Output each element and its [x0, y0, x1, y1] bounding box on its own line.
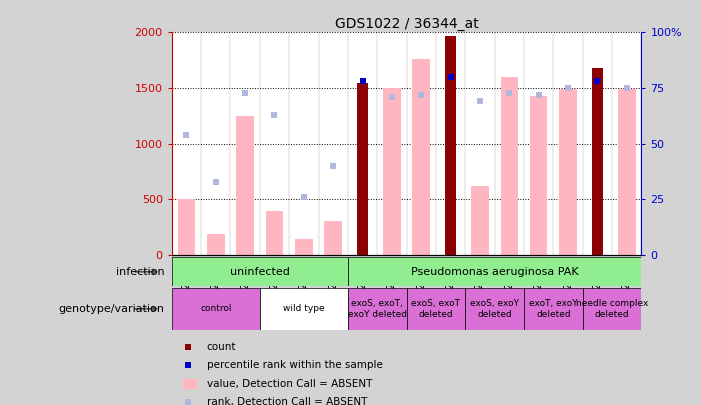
Text: genotype/variation: genotype/variation	[59, 304, 165, 314]
Text: exoT, exoY
deleted: exoT, exoY deleted	[529, 299, 578, 318]
Bar	[524, 288, 583, 330]
Text: count: count	[207, 342, 236, 352]
Bar	[236, 116, 254, 255]
Bar	[207, 234, 224, 255]
Bar	[348, 288, 407, 330]
Text: infection: infection	[116, 267, 165, 277]
Bar	[358, 83, 368, 255]
Text: uninfected: uninfected	[230, 267, 290, 277]
Bar	[530, 96, 547, 255]
Bar	[592, 68, 603, 255]
Title: GDS1022 / 36344_at: GDS1022 / 36344_at	[334, 17, 479, 31]
Bar	[471, 186, 489, 255]
Text: needle complex
deleted: needle complex deleted	[576, 299, 648, 318]
Text: wild type: wild type	[283, 304, 325, 313]
Bar	[177, 200, 195, 255]
Bar	[172, 257, 348, 286]
Text: exoS, exoT
deleted: exoS, exoT deleted	[411, 299, 461, 318]
Bar	[559, 89, 577, 255]
Bar	[295, 239, 313, 255]
Text: Pseudomonas aeruginosa PAK: Pseudomonas aeruginosa PAK	[411, 267, 578, 277]
Bar	[412, 59, 430, 255]
Bar	[184, 379, 197, 389]
Bar	[445, 36, 456, 255]
Bar	[618, 89, 636, 255]
Text: control: control	[200, 304, 231, 313]
Bar	[325, 221, 342, 255]
Bar	[172, 288, 260, 330]
Text: exoS, exoT,
exoY deleted: exoS, exoT, exoY deleted	[348, 299, 407, 318]
Bar	[266, 211, 283, 255]
Bar	[465, 288, 524, 330]
Bar	[383, 88, 401, 255]
Text: rank, Detection Call = ABSENT: rank, Detection Call = ABSENT	[207, 397, 367, 405]
Text: exoS, exoY
deleted: exoS, exoY deleted	[470, 299, 519, 318]
Text: value, Detection Call = ABSENT: value, Detection Call = ABSENT	[207, 379, 372, 389]
Bar	[583, 288, 641, 330]
Bar	[348, 257, 641, 286]
Text: percentile rank within the sample: percentile rank within the sample	[207, 360, 382, 371]
Bar	[260, 288, 348, 330]
Bar	[407, 288, 465, 330]
Bar	[501, 77, 518, 255]
